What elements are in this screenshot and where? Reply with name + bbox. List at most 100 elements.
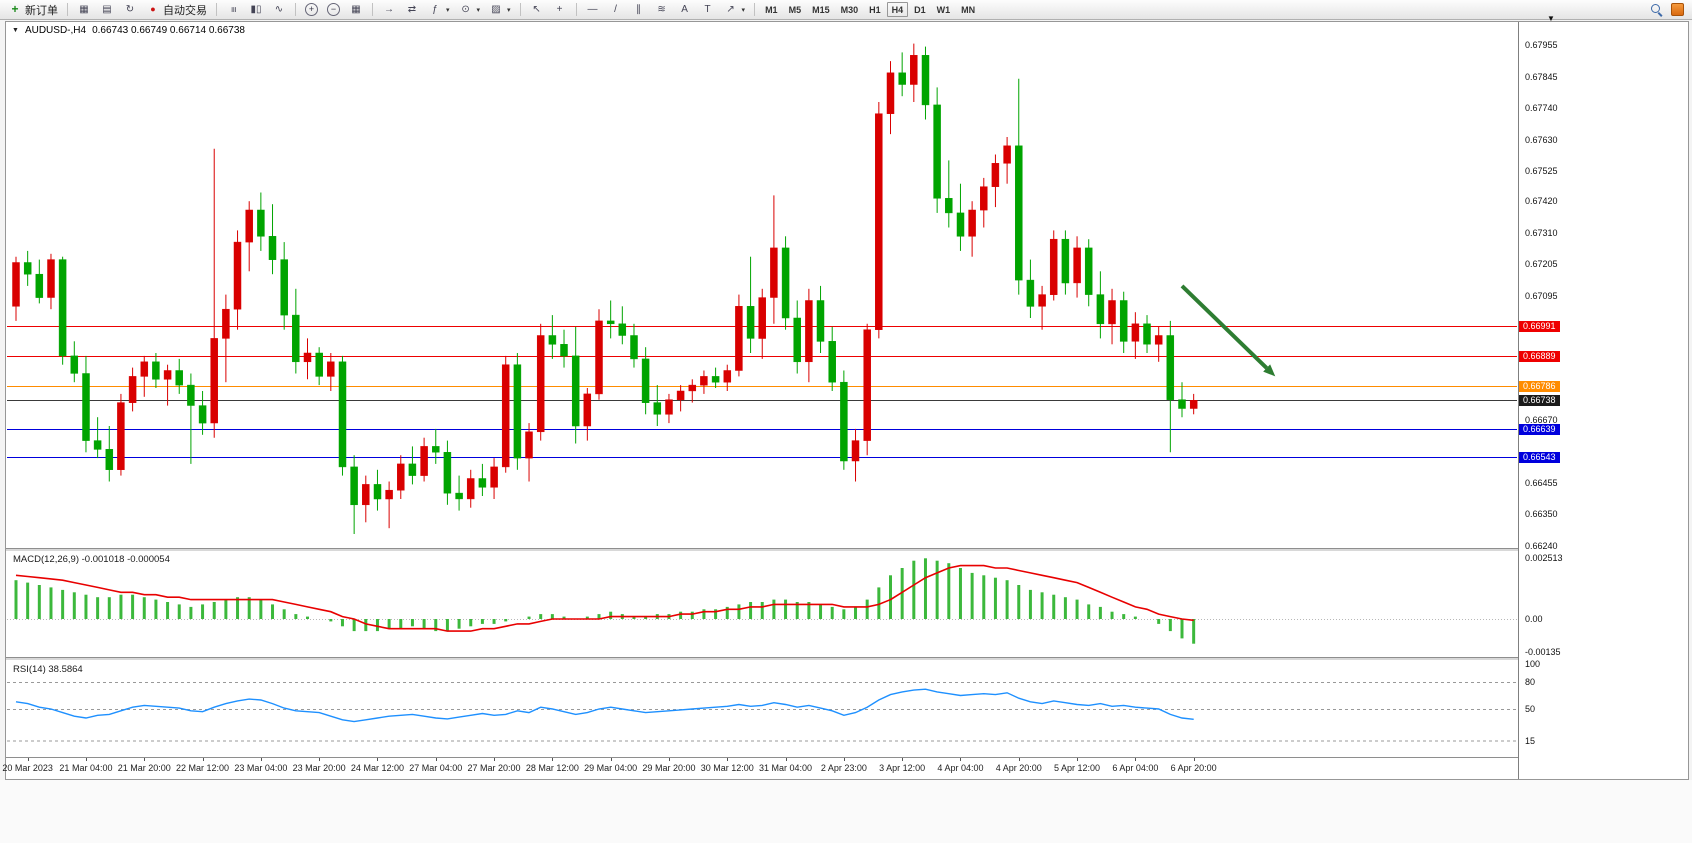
candles-group — [12, 43, 1198, 534]
time-axis-tick — [202, 758, 204, 761]
timeframe-button-m5[interactable]: M5 — [784, 2, 807, 17]
panel-separator[interactable] — [6, 548, 1518, 551]
rsi-axis-label: 80 — [1525, 677, 1536, 687]
chart-shift-button[interactable]: ⇄ — [401, 1, 423, 18]
arrows-tool-button[interactable]: ↗ ▾ — [720, 1, 750, 18]
level-price-label: 0.66889 — [1519, 350, 1560, 362]
timeframe-button-h1[interactable]: H1 — [864, 2, 886, 17]
trend-arrow-annotation[interactable] — [1180, 284, 1276, 377]
new-order-button[interactable]: + 新订单 — [4, 1, 62, 18]
refresh-icon: ↻ — [125, 4, 135, 15]
periods-icon: ⊙ — [461, 4, 470, 15]
time-axis-tick — [260, 758, 262, 761]
fibonacci-button[interactable]: ≋ — [651, 1, 673, 18]
panel-separator[interactable] — [6, 657, 1518, 660]
timeframe-button-h4[interactable]: H4 — [886, 2, 909, 17]
time-axis-label: 31 Mar 04:00 — [759, 763, 813, 773]
refresh-button[interactable]: ↻ — [119, 1, 141, 18]
time-axis-label: 3 Apr 12:00 — [879, 763, 926, 773]
time-axis-tick — [785, 758, 787, 761]
macd-axis-label: -0.00135 — [1525, 646, 1561, 657]
chart-window[interactable]: ▼ AUDUSD-,H4 0.66743 0.66749 0.66714 0.6… — [2, 21, 1689, 780]
trendline-icon: / — [614, 4, 617, 15]
auto-trading-button[interactable]: ● 自动交易 — [142, 1, 211, 18]
price-axis[interactable]: 0.67955 0.67845 0.67740 0.67630 0.67525 0.674… — [1518, 22, 1688, 779]
timeframe-button-mn[interactable]: MN — [956, 2, 980, 17]
macd-svg — [7, 558, 1517, 644]
indicators-icon: ƒ — [432, 4, 438, 15]
notifications-button[interactable] — [1671, 3, 1684, 16]
symbol-menu-icon[interactable]: ▼ — [12, 27, 19, 34]
rsi-line — [15, 688, 1194, 723]
search-button[interactable] — [1650, 3, 1664, 16]
time-axis-tick — [85, 758, 87, 761]
candlestick-chart-button[interactable]: ▮▯ — [245, 1, 267, 18]
time-axis-tick — [494, 758, 496, 761]
candlestick-svg — [7, 43, 1517, 534]
time-axis[interactable]: 20 Mar 2023 21 Mar 04:00 21 Mar 20:00 22 Ma… — [2, 758, 1517, 778]
arrows-tool-dropdown-icon[interactable]: ▾ — [741, 6, 746, 14]
price-axis-label: 0.67740 — [1525, 102, 1558, 113]
zoom-out-button[interactable]: − — [323, 1, 344, 18]
chart-shift-icon: ⇄ — [407, 4, 417, 15]
timeframe-button-w1[interactable]: W1 — [932, 2, 956, 17]
text-label-button[interactable]: T — [697, 1, 719, 18]
auto-scroll-button[interactable]: → — [378, 1, 400, 18]
timeframe-button-d1[interactable]: D1 — [909, 2, 931, 17]
indicators-dropdown-icon[interactable]: ▾ — [446, 6, 450, 14]
chart-window-button[interactable]: ▦ — [73, 1, 95, 18]
channel-button[interactable]: ∥ — [628, 1, 650, 18]
tile-windows-button[interactable]: ▦ — [345, 1, 367, 18]
time-axis-label: 30 Mar 12:00 — [700, 763, 754, 773]
time-axis-tick — [610, 758, 612, 761]
text-label-icon: T — [704, 4, 711, 15]
toolbar-separator — [519, 3, 521, 16]
macd-axis-label: 0.00 — [1525, 614, 1543, 624]
time-axis-tick — [1135, 758, 1137, 761]
rsi-panel[interactable] — [7, 661, 1517, 757]
timeframe-button-m15[interactable]: M15 — [807, 2, 835, 17]
level-lines-group[interactable] — [7, 326, 1517, 458]
trendline-button[interactable]: / — [605, 1, 627, 18]
new-order-icon: + — [11, 2, 19, 16]
crosshair-icon: + — [556, 4, 563, 15]
cursor-button[interactable]: ↖ — [526, 1, 548, 18]
zoom-in-button[interactable]: + — [301, 1, 322, 18]
notifications-icon — [1671, 3, 1684, 16]
time-axis-label: 24 Mar 12:00 — [350, 763, 404, 773]
horizontal-line-button[interactable]: — — [582, 1, 604, 18]
bar-chart-icon: ≡ — [227, 6, 239, 13]
time-axis-label: 4 Apr 04:00 — [937, 763, 984, 773]
price-axis-label: 0.67955 — [1525, 40, 1558, 51]
time-axis-label: 21 Mar 04:00 — [59, 763, 113, 773]
time-axis-label: 23 Mar 20:00 — [292, 763, 346, 773]
macd-name: MACD(12,26,9) — [13, 554, 79, 565]
market-watch-icon: ▤ — [102, 4, 112, 15]
time-axis-tick — [144, 758, 146, 761]
timeframe-button-m30[interactable]: M30 — [836, 2, 864, 17]
market-watch-button[interactable]: ▤ — [96, 1, 118, 18]
toolbar-separator — [295, 3, 296, 16]
time-axis-tick — [319, 758, 321, 761]
crosshair-button[interactable]: + — [549, 1, 571, 18]
time-axis-tick — [727, 758, 729, 761]
time-axis-label: 22 Mar 12:00 — [176, 763, 230, 773]
text-button[interactable]: A — [674, 1, 696, 18]
periods-dropdown-icon[interactable]: ▾ — [476, 6, 481, 14]
chart-shift-marker-icon[interactable]: ▼ — [1547, 14, 1555, 23]
price-axis-label: 0.66240 — [1525, 540, 1558, 551]
timeframe-button-m1[interactable]: M1 — [760, 2, 783, 17]
templates-dropdown-icon[interactable]: ▾ — [507, 6, 511, 14]
time-axis-tick — [902, 758, 904, 761]
time-axis-label: 20 Mar 2023 — [2, 763, 53, 773]
bar-chart-button[interactable]: ≡ — [222, 1, 244, 18]
main-candlestick-chart[interactable] — [7, 34, 1517, 548]
search-icon — [1650, 3, 1664, 16]
periods-button[interactable]: ⊙ ▾ — [455, 1, 485, 18]
templates-button[interactable]: ▨ ▾ — [485, 1, 515, 18]
price-axis-label: 0.66455 — [1525, 477, 1558, 488]
indicators-button[interactable]: ƒ ▾ — [424, 1, 454, 18]
time-axis-label: 28 Mar 12:00 — [525, 763, 579, 773]
line-chart-button[interactable]: ∿ — [268, 1, 290, 18]
macd-panel[interactable] — [7, 551, 1517, 657]
